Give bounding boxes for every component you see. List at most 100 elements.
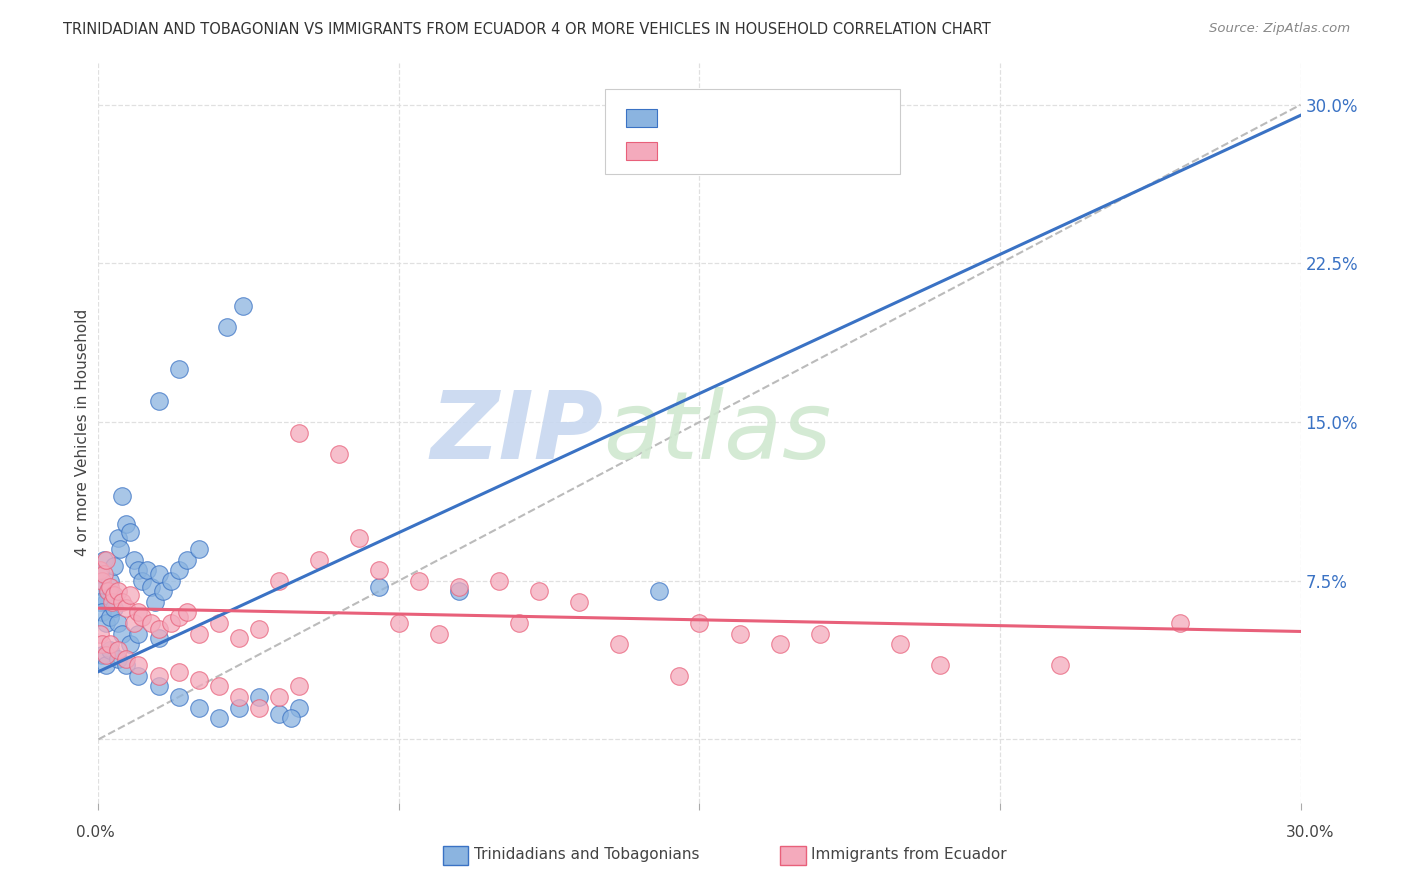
- Point: [131, 609, 153, 624]
- Point: [103, 558, 125, 573]
- Point: [1170, 615, 1192, 630]
- Point: [187, 673, 209, 687]
- Text: R = -0.044: R = -0.044: [671, 140, 768, 158]
- Point: [167, 609, 190, 624]
- Point: [187, 700, 209, 714]
- Point: [107, 652, 129, 666]
- Point: [228, 700, 250, 714]
- Point: [100, 637, 122, 651]
- Point: [308, 552, 330, 566]
- Point: [139, 580, 162, 594]
- Point: [111, 595, 134, 609]
- Point: [208, 711, 231, 725]
- Point: [808, 626, 831, 640]
- Point: [187, 626, 209, 640]
- Point: [131, 574, 153, 588]
- Point: [115, 601, 138, 615]
- Point: [388, 615, 411, 630]
- Point: [148, 631, 170, 645]
- Point: [89, 567, 111, 582]
- Point: [103, 601, 125, 615]
- Point: [96, 658, 118, 673]
- Point: [143, 595, 166, 609]
- Point: [100, 643, 122, 657]
- Point: [128, 626, 150, 640]
- Point: [176, 552, 198, 566]
- Point: [120, 589, 142, 603]
- Point: [135, 563, 157, 577]
- Point: [215, 319, 238, 334]
- Point: [148, 623, 170, 637]
- Text: TRINIDADIAN AND TOBAGONIAN VS IMMIGRANTS FROM ECUADOR 4 OR MORE VEHICLES IN HOUS: TRINIDADIAN AND TOBAGONIAN VS IMMIGRANTS…: [63, 22, 991, 37]
- Point: [267, 706, 290, 721]
- Point: [232, 299, 254, 313]
- Point: [287, 425, 309, 440]
- Point: [508, 615, 530, 630]
- Point: [447, 584, 470, 599]
- Point: [889, 637, 911, 651]
- Point: [107, 643, 129, 657]
- Point: [247, 623, 270, 637]
- Point: [208, 680, 231, 694]
- Point: [427, 626, 450, 640]
- Point: [110, 541, 132, 556]
- Text: N =: N =: [800, 107, 834, 125]
- Point: [1049, 658, 1071, 673]
- Point: [115, 658, 138, 673]
- Point: [107, 532, 129, 546]
- Point: [91, 580, 114, 594]
- Point: [115, 516, 138, 531]
- Point: [728, 626, 751, 640]
- Point: [159, 574, 181, 588]
- Point: [447, 580, 470, 594]
- Point: [148, 393, 170, 408]
- Point: [91, 606, 114, 620]
- Text: 44: 44: [853, 140, 879, 158]
- Point: [609, 637, 631, 651]
- Text: 56: 56: [853, 107, 879, 125]
- Point: [101, 589, 124, 603]
- Text: Source: ZipAtlas.com: Source: ZipAtlas.com: [1209, 22, 1350, 36]
- Point: [568, 595, 591, 609]
- Point: [91, 637, 114, 651]
- Point: [120, 637, 142, 651]
- Point: [89, 563, 111, 577]
- Text: ZIP: ZIP: [430, 386, 603, 479]
- Point: [100, 580, 122, 594]
- Point: [929, 658, 952, 673]
- Point: [247, 690, 270, 704]
- Point: [668, 669, 690, 683]
- Point: [688, 615, 710, 630]
- Y-axis label: 4 or more Vehicles in Household: 4 or more Vehicles in Household: [75, 309, 90, 557]
- Text: 0.0%: 0.0%: [76, 825, 115, 839]
- Point: [96, 615, 118, 630]
- Point: [111, 489, 134, 503]
- Point: [128, 606, 150, 620]
- Point: [328, 447, 350, 461]
- Point: [91, 574, 114, 588]
- Point: [97, 584, 120, 599]
- Point: [287, 700, 309, 714]
- Point: [368, 563, 391, 577]
- Point: [97, 584, 120, 599]
- Point: [267, 690, 290, 704]
- Point: [529, 584, 551, 599]
- Point: [139, 615, 162, 630]
- Text: Immigrants from Ecuador: Immigrants from Ecuador: [811, 847, 1007, 862]
- Text: R =: R =: [671, 107, 704, 125]
- Text: 0.526: 0.526: [727, 107, 783, 125]
- Point: [103, 589, 125, 603]
- Point: [152, 584, 174, 599]
- Point: [111, 626, 134, 640]
- Point: [287, 680, 309, 694]
- Point: [167, 665, 190, 679]
- Point: [128, 563, 150, 577]
- Text: 30.0%: 30.0%: [1286, 825, 1334, 839]
- Point: [208, 615, 231, 630]
- Point: [768, 637, 790, 651]
- Point: [96, 595, 118, 609]
- Point: [280, 711, 302, 725]
- Point: [91, 648, 114, 662]
- Point: [89, 626, 111, 640]
- Point: [347, 532, 370, 546]
